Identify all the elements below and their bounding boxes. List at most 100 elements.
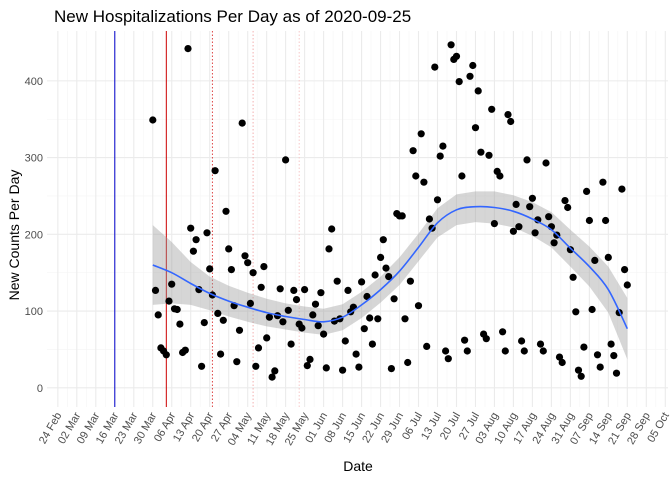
data-point [526,203,534,211]
data-point [241,252,249,260]
data-point [379,236,387,244]
data-point [355,363,363,371]
data-point [452,52,461,60]
data-point [536,340,545,348]
data-point [401,315,409,323]
data-point [339,366,347,374]
data-point [263,334,271,342]
data-point [509,227,517,235]
data-point [187,224,195,232]
data-point [466,72,474,80]
data-point [249,269,257,277]
data-point [235,326,244,334]
data-point [414,302,423,310]
data-point [303,362,311,370]
data-point [572,308,580,316]
data-point [189,247,197,255]
data-point [200,319,208,327]
data-point [222,207,230,215]
data-point [583,187,591,195]
data-point [254,344,263,352]
plot-area [47,31,668,407]
data-point [555,353,564,361]
data-point [287,340,295,348]
data-point [317,289,325,297]
data-point [325,245,333,253]
data-point [607,340,615,348]
data-point [439,142,447,150]
x-axis-title: Date [343,458,373,474]
data-point [433,196,442,204]
data-point [545,213,553,221]
y-tick-label: 400 [25,76,43,88]
data-point [390,295,398,303]
data-point [621,266,629,274]
data-point [482,335,490,343]
data-point [420,178,428,186]
data-point [198,362,206,370]
y-tick-label: 200 [25,229,43,241]
data-point [219,316,227,324]
data-point [469,61,477,70]
data-point [203,229,211,237]
data-point [409,147,417,155]
data-point [341,337,349,345]
data-point [244,259,252,267]
data-point [173,305,181,314]
data-point [518,337,526,345]
data-point [333,277,341,285]
data-point [504,111,512,119]
data-point [564,203,572,212]
data-point [604,253,612,261]
data-point [431,63,439,71]
data-point [371,271,379,279]
data-point [320,330,328,338]
data-point [311,300,320,308]
data-point [292,296,301,304]
data-point [585,216,594,225]
y-tick-label: 0 [37,383,43,395]
data-point [531,229,539,237]
data-point [610,352,618,360]
data-point [176,320,184,328]
data-point [569,273,577,281]
data-point [558,358,566,367]
data-point [436,152,444,160]
data-point [490,220,498,228]
data-point [298,324,306,332]
data-point [423,342,431,350]
data-point [149,116,157,124]
data-point [404,358,412,367]
y-axis-title: New Counts Per Day [6,170,22,301]
data-point [238,119,246,127]
data-point [154,311,162,319]
data-point [602,216,610,225]
data-point [458,172,466,180]
data-point [417,130,425,138]
data-point [387,365,395,373]
data-point [542,159,550,167]
data-point [227,266,235,274]
data-point [385,273,393,281]
data-point [162,351,170,359]
data-point [406,277,414,285]
data-point [301,286,309,294]
chart-title: New Hospitalizations Per Day as of 2020-… [54,7,411,26]
data-point [588,305,596,314]
data-point [151,286,160,294]
data-point [271,367,279,375]
data-point [412,172,420,180]
data-point [206,265,214,273]
data-point [192,236,200,244]
data-point [566,246,575,254]
data-point [599,178,607,186]
data-point [344,286,352,294]
data-point [358,278,366,286]
data-point [260,263,268,271]
data-point [596,363,604,371]
data-point [507,117,515,126]
data-point [322,364,330,372]
data-point [550,239,558,247]
data-point [574,366,583,374]
trend-line [152,205,629,330]
